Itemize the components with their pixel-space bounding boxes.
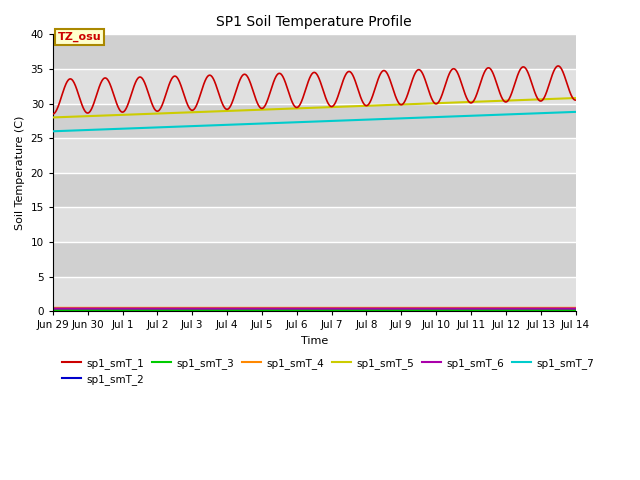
sp1_smT_3: [272, 307, 280, 313]
sp1_smT_1: [49, 111, 57, 117]
Y-axis label: Soil Temperature (C): Soil Temperature (C): [15, 116, 25, 230]
sp1_smT_5: [109, 112, 116, 118]
Bar: [53, 69, 575, 104]
sp1_smT_3: [49, 307, 57, 313]
Bar: [53, 173, 575, 207]
sp1_smT_6: [505, 306, 513, 312]
Title: SP1 Soil Temperature Profile: SP1 Soil Temperature Profile: [216, 15, 412, 29]
sp1_smT_1: [109, 88, 116, 94]
sp1_smT_5: [49, 115, 57, 120]
sp1_smT_4: [505, 305, 513, 311]
sp1_smT_4: [250, 305, 257, 311]
Line: sp1_smT_1: sp1_smT_1: [53, 66, 575, 114]
Text: TZ_osu: TZ_osu: [58, 32, 102, 42]
Bar: [53, 242, 575, 276]
sp1_smT_4: [572, 305, 579, 311]
Bar: [53, 104, 575, 138]
sp1_smT_6: [572, 306, 579, 312]
sp1_smT_7: [109, 126, 116, 132]
sp1_smT_6: [272, 306, 280, 312]
sp1_smT_2: [505, 306, 513, 312]
sp1_smT_4: [272, 305, 280, 311]
sp1_smT_6: [250, 306, 257, 312]
sp1_smT_5: [561, 96, 569, 101]
sp1_smT_1: [272, 74, 280, 80]
sp1_smT_1: [250, 89, 257, 95]
Bar: [53, 138, 575, 173]
Line: sp1_smT_7: sp1_smT_7: [53, 112, 575, 132]
sp1_smT_3: [140, 307, 147, 313]
sp1_smT_4: [140, 305, 147, 311]
sp1_smT_5: [250, 107, 257, 113]
sp1_smT_5: [140, 111, 147, 117]
sp1_smT_2: [109, 306, 116, 312]
sp1_smT_7: [505, 111, 513, 117]
Bar: [53, 207, 575, 242]
sp1_smT_6: [49, 306, 57, 312]
sp1_smT_2: [250, 306, 257, 312]
sp1_smT_4: [49, 305, 57, 311]
sp1_smT_1: [561, 76, 569, 82]
sp1_smT_5: [505, 97, 513, 103]
sp1_smT_7: [140, 125, 147, 131]
sp1_smT_2: [272, 306, 280, 312]
sp1_smT_7: [572, 109, 579, 115]
sp1_smT_1: [505, 96, 513, 102]
sp1_smT_2: [561, 306, 569, 312]
sp1_smT_3: [505, 307, 513, 313]
X-axis label: Time: Time: [301, 336, 328, 346]
sp1_smT_6: [561, 306, 569, 312]
sp1_smT_3: [109, 307, 116, 313]
sp1_smT_1: [572, 97, 579, 103]
Line: sp1_smT_5: sp1_smT_5: [53, 98, 575, 118]
Legend: sp1_smT_1, sp1_smT_2, sp1_smT_3, sp1_smT_4, sp1_smT_5, sp1_smT_6, sp1_smT_7: sp1_smT_1, sp1_smT_2, sp1_smT_3, sp1_smT…: [58, 354, 598, 389]
sp1_smT_2: [49, 306, 57, 312]
sp1_smT_6: [140, 306, 147, 312]
sp1_smT_7: [561, 109, 569, 115]
sp1_smT_5: [572, 95, 579, 101]
sp1_smT_3: [561, 307, 569, 313]
sp1_smT_7: [250, 121, 257, 127]
sp1_smT_7: [272, 120, 280, 126]
sp1_smT_1: [140, 77, 147, 83]
sp1_smT_5: [272, 106, 280, 112]
sp1_smT_6: [109, 306, 116, 312]
sp1_smT_2: [140, 306, 147, 312]
Bar: [53, 276, 575, 312]
sp1_smT_4: [561, 305, 569, 311]
sp1_smT_4: [109, 305, 116, 311]
sp1_smT_2: [572, 306, 579, 312]
sp1_smT_3: [250, 307, 257, 313]
sp1_smT_3: [572, 307, 579, 313]
Bar: [53, 35, 575, 69]
sp1_smT_7: [49, 129, 57, 134]
sp1_smT_1: [554, 63, 562, 69]
